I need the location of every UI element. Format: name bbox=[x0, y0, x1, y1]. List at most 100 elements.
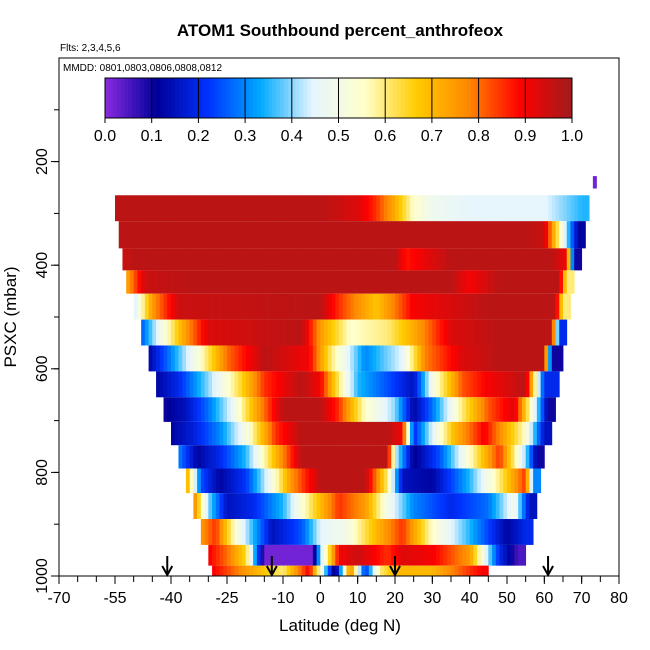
heatmap-cell bbox=[551, 248, 556, 271]
heatmap-cell bbox=[350, 319, 355, 346]
heatmap-cell bbox=[197, 468, 202, 494]
heatmap-cell bbox=[387, 293, 392, 320]
heatmap-cell bbox=[167, 319, 172, 346]
heatmap-cell bbox=[215, 493, 220, 520]
heatmap-cell bbox=[488, 371, 493, 398]
heatmap-cell bbox=[365, 421, 370, 446]
heatmap-cell bbox=[227, 195, 232, 222]
heatmap-cell bbox=[361, 371, 366, 398]
heatmap-cell bbox=[193, 493, 198, 520]
heatmap-cell bbox=[380, 421, 385, 446]
colorbar-swatch bbox=[357, 78, 363, 118]
colorbar-swatch bbox=[159, 78, 164, 118]
heatmap-cell bbox=[540, 421, 545, 446]
heatmap-cell bbox=[465, 319, 471, 346]
heatmap-cell bbox=[391, 221, 396, 249]
heatmap-cell bbox=[350, 519, 355, 545]
heatmap-cell bbox=[241, 293, 247, 320]
heatmap-cell bbox=[309, 319, 314, 346]
colorbar-swatch bbox=[536, 78, 542, 118]
heatmap-cell bbox=[421, 221, 426, 249]
heatmap-cell bbox=[499, 248, 504, 271]
heatmap-cell bbox=[346, 248, 351, 271]
profile-arrow bbox=[389, 556, 401, 578]
heatmap-cell bbox=[395, 319, 400, 346]
heatmap-cell bbox=[182, 345, 187, 372]
heatmap-cell bbox=[178, 371, 183, 398]
heatmap-cell bbox=[264, 371, 269, 398]
heatmap-cell bbox=[398, 345, 403, 372]
heatmap-cell bbox=[185, 445, 191, 469]
heatmap-cell bbox=[451, 371, 456, 398]
heatmap-cell bbox=[544, 421, 549, 446]
heatmap-cell bbox=[279, 293, 284, 320]
colorbar-swatch bbox=[548, 78, 553, 118]
heatmap-cell bbox=[241, 519, 247, 545]
heatmap-cell bbox=[518, 493, 523, 520]
heatmap-cell bbox=[148, 270, 153, 294]
heatmap-cell bbox=[279, 544, 284, 566]
heatmap-cell bbox=[469, 565, 474, 576]
heatmap-cell bbox=[465, 468, 471, 494]
heatmap-cell bbox=[551, 270, 556, 294]
heatmap-cell bbox=[380, 319, 385, 346]
heatmap-cell bbox=[320, 468, 325, 494]
heatmap-cell bbox=[212, 565, 217, 576]
heatmap-cell bbox=[331, 493, 336, 520]
colorbar-swatch bbox=[175, 78, 180, 118]
heatmap-cell bbox=[421, 519, 426, 545]
heatmap-cell bbox=[159, 248, 164, 271]
heatmap-cell bbox=[260, 493, 265, 520]
x-tick-label: -55 bbox=[103, 590, 126, 607]
heatmap-cell bbox=[454, 293, 459, 320]
heatmap-cell bbox=[484, 468, 489, 494]
heatmap-cell bbox=[417, 445, 422, 469]
colorbar-swatch bbox=[509, 78, 515, 118]
heatmap-cell bbox=[540, 319, 545, 346]
heatmap-cell bbox=[488, 345, 493, 372]
heatmap-cell bbox=[484, 493, 489, 520]
colorbar-swatch bbox=[338, 78, 343, 118]
heatmap-cell bbox=[387, 544, 392, 566]
heatmap-cell bbox=[129, 270, 135, 294]
heatmap-cell bbox=[309, 468, 314, 494]
heatmap-cell bbox=[174, 397, 179, 422]
heatmap-cell bbox=[234, 221, 239, 249]
colorbar-swatch bbox=[513, 78, 518, 118]
heatmap-cell bbox=[219, 248, 224, 271]
heatmap-cell bbox=[507, 270, 512, 294]
heatmap-cell bbox=[548, 345, 553, 372]
colorbar-tick-label: 0.9 bbox=[514, 128, 536, 145]
heatmap-cell bbox=[406, 371, 411, 398]
heatmap-cell bbox=[402, 221, 407, 249]
heatmap-cell bbox=[256, 371, 261, 398]
colorbar-swatch bbox=[521, 78, 526, 118]
heatmap-cell bbox=[406, 519, 411, 545]
heatmap-cell bbox=[234, 519, 239, 545]
heatmap-cell bbox=[275, 493, 280, 520]
heatmap-cell bbox=[357, 319, 362, 346]
heatmap-cell bbox=[387, 468, 392, 494]
heatmap-cell bbox=[424, 345, 429, 372]
heatmap-cell bbox=[510, 397, 515, 422]
heatmap-cell bbox=[230, 445, 235, 469]
heatmap-cell bbox=[312, 519, 317, 545]
heatmap-cell bbox=[339, 565, 344, 576]
heatmap-cell bbox=[279, 397, 284, 422]
heatmap-cell bbox=[357, 195, 362, 222]
heatmap-cell bbox=[361, 319, 366, 346]
heatmap-cell bbox=[309, 519, 314, 545]
heatmap-cell bbox=[372, 345, 377, 372]
heatmap-cell bbox=[275, 270, 280, 294]
heatmap-cell bbox=[339, 345, 344, 372]
heatmap-cell bbox=[454, 270, 459, 294]
heatmap-cell bbox=[521, 371, 527, 398]
heatmap-cell bbox=[365, 565, 370, 576]
colorbar-swatch bbox=[319, 78, 324, 118]
heatmap-cell bbox=[357, 221, 362, 249]
heatmap-cell bbox=[477, 195, 482, 222]
heatmap-cell bbox=[406, 445, 411, 469]
heatmap-cell bbox=[555, 345, 560, 372]
heatmap-cell bbox=[297, 293, 303, 320]
x-tick-label: -40 bbox=[159, 590, 182, 607]
